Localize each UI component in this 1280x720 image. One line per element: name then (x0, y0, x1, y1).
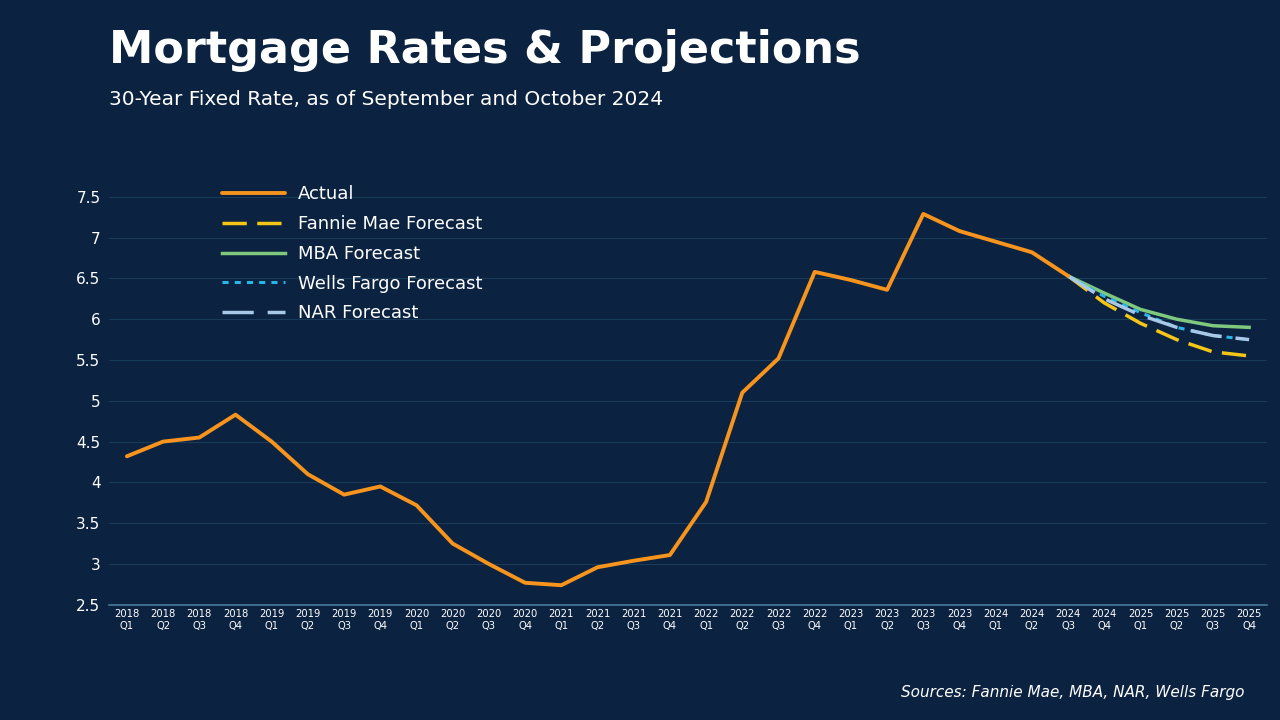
Actual (228, 410, 243, 419)
Wells Fargo Forecast (1242, 336, 1257, 344)
Line: NAR Forecast: NAR Forecast (1068, 276, 1249, 340)
Fannie Mae Forecast (1060, 271, 1075, 280)
Fannie Mae Forecast (1097, 299, 1112, 307)
Fannie Mae Forecast (1242, 351, 1257, 360)
Line: Wells Fargo Forecast: Wells Fargo Forecast (1068, 276, 1249, 340)
Line: MBA Forecast: MBA Forecast (1068, 276, 1249, 328)
Actual (554, 581, 570, 590)
Actual (372, 482, 388, 491)
Actual (481, 559, 497, 568)
Fannie Mae Forecast (1206, 348, 1221, 356)
MBA Forecast (1242, 323, 1257, 332)
MBA Forecast (1206, 321, 1221, 330)
Actual (662, 551, 677, 559)
Actual (952, 227, 968, 235)
MBA Forecast (1133, 305, 1148, 314)
Actual (1060, 271, 1075, 280)
Wells Fargo Forecast (1169, 323, 1184, 332)
Actual (192, 433, 207, 442)
Actual (590, 563, 605, 572)
Actual (699, 498, 714, 506)
Actual (155, 437, 170, 446)
Actual (337, 490, 352, 499)
Fannie Mae Forecast (1133, 319, 1148, 328)
Legend: Actual, Fannie Mae Forecast, MBA Forecast, Wells Fargo Forecast, NAR Forecast: Actual, Fannie Mae Forecast, MBA Forecas… (223, 186, 483, 323)
Wells Fargo Forecast (1060, 271, 1075, 280)
Actual (517, 578, 532, 587)
NAR Forecast (1242, 336, 1257, 344)
NAR Forecast (1060, 271, 1075, 280)
Actual (988, 238, 1004, 246)
Line: Fannie Mae Forecast: Fannie Mae Forecast (1068, 276, 1249, 356)
Actual (445, 539, 461, 548)
Text: 30-Year Fixed Rate, as of September and October 2024: 30-Year Fixed Rate, as of September and … (109, 90, 663, 109)
Actual (735, 388, 750, 397)
Wells Fargo Forecast (1097, 292, 1112, 301)
Text: Mortgage Rates & Projections: Mortgage Rates & Projections (109, 29, 860, 72)
Wells Fargo Forecast (1133, 308, 1148, 317)
Actual (408, 501, 424, 510)
Actual (119, 452, 134, 461)
Wells Fargo Forecast (1206, 331, 1221, 340)
MBA Forecast (1060, 271, 1075, 280)
NAR Forecast (1169, 323, 1184, 332)
Actual (806, 268, 822, 276)
NAR Forecast (1133, 311, 1148, 320)
Actual (301, 470, 316, 479)
Text: Sources: Fannie Mae, MBA, NAR, Wells Fargo: Sources: Fannie Mae, MBA, NAR, Wells Far… (901, 685, 1244, 700)
MBA Forecast (1097, 289, 1112, 297)
Actual (771, 354, 786, 363)
NAR Forecast (1206, 331, 1221, 340)
Actual (626, 557, 641, 565)
NAR Forecast (1097, 294, 1112, 303)
Actual (915, 210, 931, 218)
Actual (1024, 248, 1039, 256)
MBA Forecast (1169, 315, 1184, 323)
Line: Actual: Actual (127, 214, 1068, 585)
Actual (844, 276, 859, 284)
Actual (879, 286, 895, 294)
Actual (264, 437, 279, 446)
Fannie Mae Forecast (1169, 336, 1184, 344)
